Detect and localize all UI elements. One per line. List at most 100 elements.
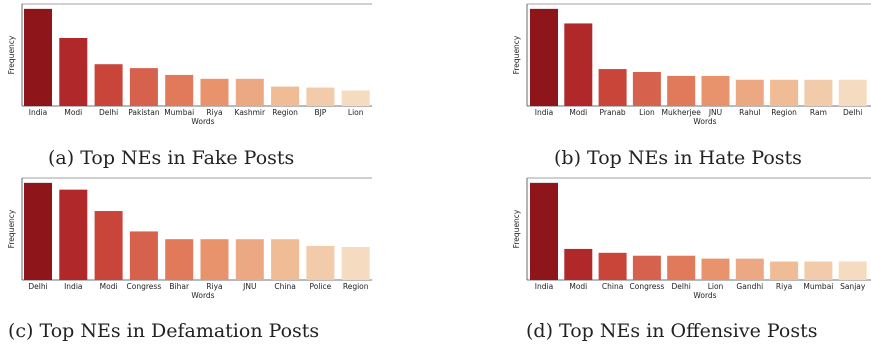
- x-tick-label: Delhi: [672, 282, 691, 291]
- bar: [235, 239, 264, 280]
- bar: [735, 258, 764, 280]
- chart-caption: (a) Top NEs in Fake Posts: [48, 147, 295, 169]
- x-axis-label: Words: [191, 291, 214, 300]
- bar: [235, 78, 264, 106]
- bar: [341, 246, 370, 280]
- x-tick-label: Congress: [630, 282, 665, 291]
- chart-caption: (d) Top NEs in Offensive Posts: [526, 320, 818, 342]
- x-tick-label: China: [602, 282, 623, 291]
- bar: [271, 86, 300, 106]
- x-tick-label: India: [29, 108, 47, 117]
- bar: [701, 75, 730, 106]
- y-axis-label: Frequency: [512, 209, 521, 248]
- x-tick-label: Pranab: [600, 108, 626, 117]
- x-tick-label: JNU: [242, 282, 256, 291]
- x-tick-label: Lion: [708, 282, 724, 291]
- bar: [735, 79, 764, 106]
- bar: [564, 248, 593, 280]
- bar: [667, 75, 696, 106]
- x-axis-label: Words: [693, 117, 716, 126]
- bar-chart-hate: India Modi Pranab Lion Mukherjee JNU Rahul Regi…: [512, 3, 871, 126]
- x-tick-label: Ram: [810, 108, 827, 117]
- x-tick-label: Bihar: [169, 282, 190, 291]
- y-axis-label: Frequency: [7, 35, 16, 74]
- bar: [838, 261, 867, 280]
- bar: [165, 239, 194, 280]
- bar: [200, 78, 229, 106]
- bar: [530, 182, 558, 280]
- chart-caption: (b) Top NEs in Hate Posts: [554, 147, 802, 169]
- bar: [24, 8, 52, 107]
- bar: [667, 255, 696, 280]
- bar: [632, 255, 661, 280]
- bar: [838, 79, 867, 106]
- x-tick-label: India: [64, 282, 82, 291]
- bar: [804, 261, 833, 280]
- x-tick-label: India: [535, 108, 553, 117]
- bar: [129, 68, 158, 106]
- x-tick-label: Modi: [569, 108, 587, 117]
- x-tick-label: Pakistan: [128, 108, 160, 117]
- x-axis-label: Words: [191, 117, 214, 126]
- x-tick-label: Mumbai: [164, 108, 194, 117]
- chart-caption: (c) Top NEs in Defamation Posts: [8, 320, 320, 342]
- bar: [804, 79, 833, 106]
- bar-chart-defamation: Delhi India Modi Congress Bihar Riya JNU China P…: [7, 177, 372, 300]
- x-tick-label: Riya: [206, 282, 222, 291]
- chart-panel-defamation: Delhi India Modi Congress Bihar Riya JNU China P…: [0, 174, 430, 348]
- x-axis-label: Words: [693, 291, 716, 300]
- x-tick-label: Rahul: [739, 108, 760, 117]
- x-tick-label: Region: [343, 282, 369, 291]
- bar: [632, 72, 661, 106]
- bar-chart-fake: India Modi Delhi Pakistan Mumbai Riya Kashmir R…: [7, 3, 372, 126]
- x-tick-label: Riya: [776, 282, 792, 291]
- bar: [598, 252, 627, 280]
- bar: [165, 74, 194, 106]
- bar: [94, 211, 123, 280]
- chart-panel-hate: India Modi Pranab Lion Mukherjee JNU Rahul Regi…: [500, 0, 871, 174]
- x-tick-label: Delhi: [28, 282, 47, 291]
- bar: [598, 69, 627, 106]
- bar: [564, 23, 593, 106]
- bar: [341, 90, 370, 106]
- y-axis-label: Frequency: [7, 209, 16, 248]
- x-tick-label: Modi: [569, 282, 587, 291]
- bar: [129, 231, 158, 280]
- x-tick-label: JNU: [708, 108, 722, 117]
- x-tick-label: China: [274, 282, 295, 291]
- chart-panel-offensive: India Modi China Congress Delhi Lion Gandhi Riy…: [500, 174, 871, 348]
- x-tick-label: Delhi: [99, 108, 118, 117]
- bar: [770, 261, 799, 280]
- bar: [770, 79, 799, 106]
- x-tick-label: Riya: [206, 108, 222, 117]
- x-tick-label: Lion: [348, 108, 364, 117]
- bar: [94, 64, 123, 106]
- x-tick-label: Mukherjee: [662, 108, 702, 117]
- x-tick-label: Modi: [100, 282, 118, 291]
- bar: [306, 87, 335, 106]
- x-tick-label: Lion: [639, 108, 655, 117]
- bar-chart-offensive: India Modi China Congress Delhi Lion Gandhi Riy…: [512, 177, 871, 300]
- x-tick-label: Modi: [64, 108, 82, 117]
- bar: [59, 189, 88, 280]
- bar: [701, 258, 730, 280]
- y-axis-label: Frequency: [512, 35, 521, 74]
- bar: [271, 239, 300, 280]
- bar: [24, 182, 52, 280]
- bar: [530, 8, 558, 107]
- bar: [306, 246, 335, 280]
- x-tick-label: Police: [310, 282, 332, 291]
- bar: [200, 239, 229, 280]
- x-tick-label: Mumbai: [803, 282, 833, 291]
- x-tick-label: Kashmir: [235, 108, 266, 117]
- bar: [59, 38, 88, 106]
- x-tick-label: Region: [771, 108, 797, 117]
- x-tick-label: Delhi: [843, 108, 862, 117]
- x-tick-label: Region: [272, 108, 298, 117]
- x-tick-label: Sanjay: [840, 282, 866, 291]
- x-tick-label: India: [535, 282, 553, 291]
- x-tick-label: Gandhi: [736, 282, 763, 291]
- chart-panel-fake: India Modi Delhi Pakistan Mumbai Riya Kashmir R…: [0, 0, 430, 174]
- x-tick-label: Congress: [127, 282, 162, 291]
- x-tick-label: BJP: [314, 108, 326, 117]
